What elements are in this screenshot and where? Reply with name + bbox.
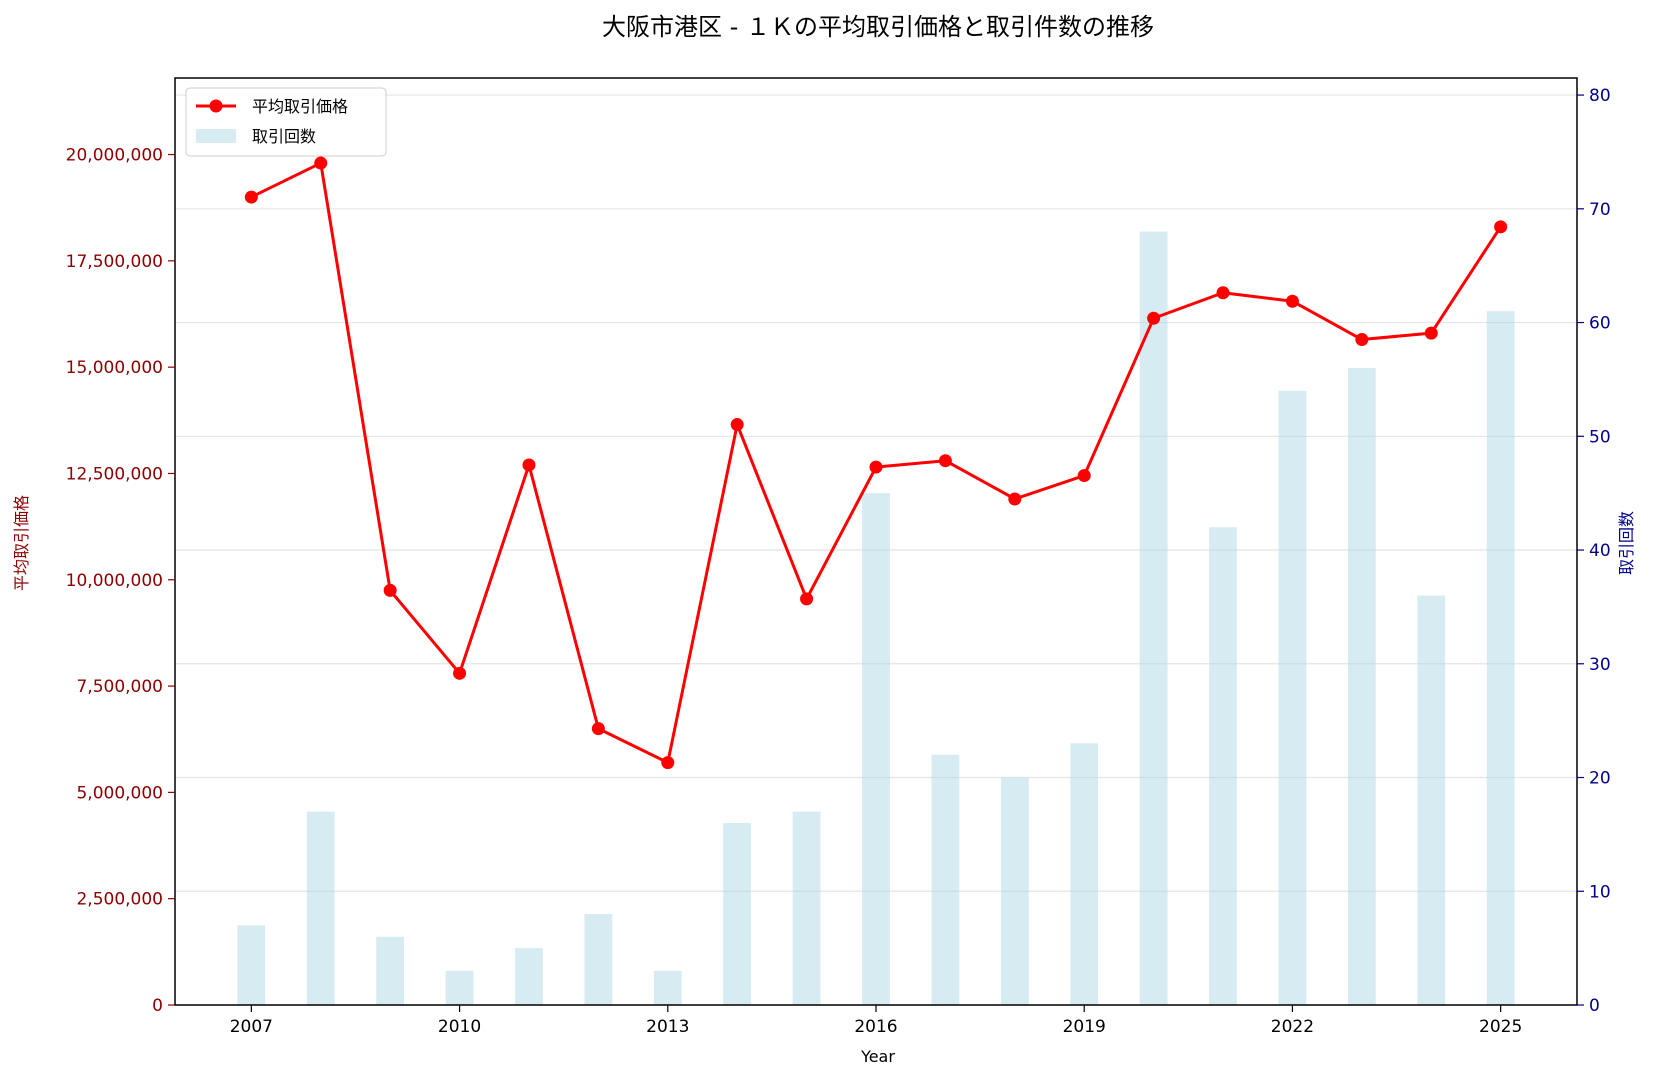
- legend-label-count: 取引回数: [252, 127, 316, 146]
- bar-2009: [376, 936, 405, 1005]
- legend-label-price: 平均取引価格: [252, 97, 348, 116]
- left-tick-label-7: 17,500,000: [66, 252, 163, 272]
- price-marker-2009: [383, 583, 397, 597]
- price-marker-2012: [591, 722, 605, 736]
- left-tick-label-3: 7,500,000: [76, 677, 163, 697]
- bar-2014: [723, 823, 752, 1005]
- left-tick-label-4: 10,000,000: [66, 571, 163, 591]
- right-tick-label-2: 20: [1589, 769, 1611, 789]
- price-marker-2017: [938, 454, 952, 468]
- bar-2017: [931, 754, 960, 1005]
- bar-2012: [584, 914, 613, 1005]
- left-tick-label-0: 0: [152, 996, 163, 1016]
- x-axis-label: Year: [860, 1047, 895, 1066]
- chart-title: 大阪市港区 - １Ｋの平均取引価格と取引件数の推移: [602, 13, 1154, 41]
- bar-2024: [1417, 595, 1446, 1005]
- legend-marker-swatch: [209, 99, 223, 113]
- bar-2025: [1486, 311, 1515, 1006]
- bars-layer: [237, 231, 1515, 1006]
- right-tick-label-4: 40: [1589, 541, 1611, 561]
- price-marker-2007: [244, 190, 258, 204]
- right-tick-label-7: 70: [1589, 200, 1611, 220]
- bar-2018: [1000, 777, 1029, 1005]
- price-marker-2023: [1355, 333, 1369, 347]
- price-marker-2018: [1008, 492, 1022, 506]
- x-tick-label-2007: 2007: [230, 1017, 273, 1037]
- price-marker-2019: [1077, 469, 1091, 483]
- left-axis-label: 平均取引価格: [12, 495, 31, 591]
- right-tick-label-8: 80: [1589, 86, 1611, 106]
- right-tick-label-0: 0: [1589, 996, 1600, 1016]
- right-tick-label-3: 30: [1589, 655, 1611, 675]
- price-marker-2020: [1147, 311, 1161, 325]
- bar-2022: [1278, 390, 1307, 1006]
- price-marker-2008: [314, 156, 328, 170]
- price-marker-2025: [1494, 220, 1508, 234]
- left-tick-label-5: 12,500,000: [66, 464, 163, 484]
- right-tick-label-1: 10: [1589, 882, 1611, 902]
- price-marker-2015: [800, 592, 814, 606]
- price-marker-2022: [1285, 294, 1299, 308]
- right-tick-label-5: 50: [1589, 427, 1611, 447]
- line-layer: [244, 156, 1508, 770]
- bar-2013: [653, 970, 682, 1005]
- bar-2021: [1209, 527, 1237, 1005]
- axes-layer: 2007 2010 2013 2016 2019 2022 202502,500,0005,…: [66, 77, 1611, 1037]
- x-tick-label-2013: 2013: [646, 1017, 689, 1037]
- price-marker-2021: [1216, 286, 1230, 300]
- price-marker-2011: [522, 458, 536, 472]
- bar-2020: [1139, 231, 1168, 1006]
- price-marker-2016: [869, 460, 883, 474]
- bar-2008: [306, 811, 335, 1005]
- right-tick-label-6: 60: [1589, 314, 1611, 334]
- left-tick-label-8: 20,000,000: [66, 146, 163, 166]
- bar-2019: [1070, 743, 1099, 1005]
- bar-2010: [445, 970, 474, 1005]
- left-tick-label-6: 15,000,000: [66, 358, 163, 378]
- x-tick-label-2022: 2022: [1271, 1017, 1314, 1037]
- price-marker-2024: [1424, 326, 1438, 340]
- left-tick-label-2: 5,000,000: [76, 783, 163, 803]
- legend: 平均取引価格 取引回数: [185, 87, 387, 157]
- legend-bar-swatch: [196, 129, 236, 143]
- price-marker-2014: [730, 418, 744, 432]
- x-tick-label-2016: 2016: [854, 1017, 897, 1037]
- price-marker-2013: [661, 756, 675, 770]
- x-tick-label-2025: 2025: [1479, 1017, 1522, 1037]
- left-tick-label-1: 2,500,000: [76, 890, 163, 910]
- price-marker-2010: [453, 666, 467, 680]
- bar-2007: [237, 925, 266, 1005]
- bar-2011: [515, 948, 543, 1005]
- x-tick-label-2019: 2019: [1063, 1017, 1106, 1037]
- bar-2015: [792, 811, 821, 1005]
- bar-2023: [1347, 368, 1376, 1005]
- x-tick-label-2010: 2010: [438, 1017, 481, 1037]
- bar-2016: [862, 493, 890, 1005]
- right-axis-label: 取引回数: [1617, 511, 1636, 575]
